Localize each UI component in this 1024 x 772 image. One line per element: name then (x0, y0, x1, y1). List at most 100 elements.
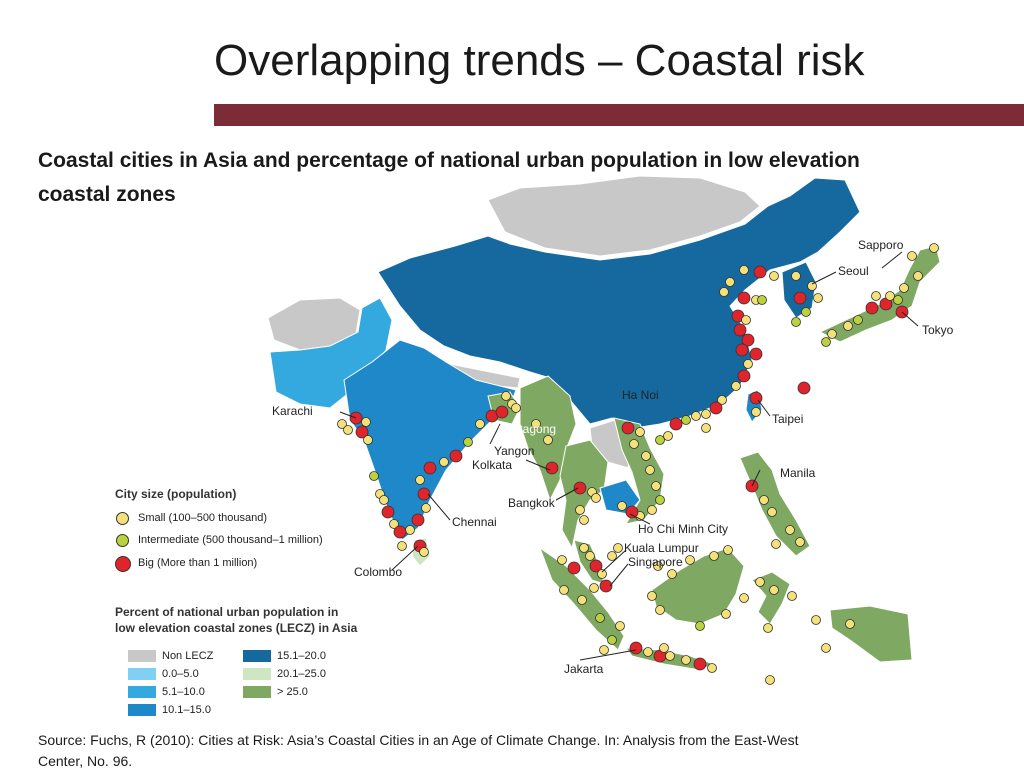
region-new-guinea (829, 605, 913, 663)
small-city-dot (827, 329, 837, 339)
small-city-dot (717, 395, 727, 405)
small-city-dot (681, 655, 691, 665)
legend-swatch-10-15 (128, 704, 156, 716)
small-city-dot (651, 481, 661, 491)
small-city-dot (615, 621, 625, 631)
region-vietnam (613, 417, 665, 525)
small-city-dot (741, 315, 751, 325)
region-china (377, 177, 861, 429)
small-city-dot (691, 411, 701, 421)
big-city-dot (733, 323, 747, 337)
small-city-dot (389, 519, 399, 529)
small-city-dot (585, 551, 595, 561)
city-dots (337, 243, 939, 685)
small-city-dot (769, 585, 779, 595)
big-city-dot (629, 641, 643, 655)
small-city-dot (607, 551, 617, 561)
big-city-dot (355, 425, 369, 439)
small-city-dot (807, 281, 817, 291)
small-city-dot (653, 561, 663, 571)
big-city-dot (381, 505, 395, 519)
small-city-dot (575, 505, 585, 515)
legend-lecz-title-line1: Percent of national urban population in (115, 605, 339, 619)
small-city-dot (655, 605, 665, 615)
intermediate-city-dot (655, 495, 665, 505)
small-city-dot (791, 271, 801, 281)
small-city-dot (591, 493, 601, 503)
small-city-dot (787, 591, 797, 601)
region-korea (781, 261, 817, 319)
small-city-dot (907, 251, 917, 261)
small-city-dot (405, 525, 415, 535)
small-city-dot (811, 615, 821, 625)
big-city-dot (741, 333, 755, 347)
legend-swatch-15-20 (243, 650, 271, 662)
city-label-kolkata: Kolkata (472, 458, 513, 472)
small-city-dot (663, 431, 673, 441)
small-city-dot (379, 495, 389, 505)
small-city-dot (843, 321, 853, 331)
small-city-dot (613, 543, 623, 553)
city-label-kuala-lumpur: Kuala Lumpur (624, 541, 699, 555)
small-city-dot (871, 291, 881, 301)
city-label-bangkok: Bangkok (508, 496, 555, 510)
small-city-dot (343, 425, 353, 435)
legend-swatch-20-25 (243, 668, 271, 680)
small-city-dot (665, 651, 675, 661)
small-city-dot (629, 439, 639, 449)
small-city-dot (557, 555, 567, 565)
big-city-dot (567, 561, 581, 575)
small-city-dot (647, 591, 657, 601)
big-city-dot (625, 505, 639, 519)
big-city-dot (449, 449, 463, 463)
intermediate-city-dot (655, 435, 665, 445)
legend-city-size-title: City size (population) (115, 487, 237, 501)
small-city-dot (707, 663, 717, 673)
small-city-dot (769, 271, 779, 281)
title-accent-bar (214, 104, 1024, 126)
intermediate-city-dot (757, 295, 767, 305)
big-city-dot (573, 481, 587, 495)
city-label-ho-chi-minh: Ho Chi Minh City (638, 522, 729, 536)
legend-label-15-20: 15.1–20.0 (277, 650, 326, 662)
small-city-dot (647, 505, 657, 515)
small-city-dot (641, 451, 651, 461)
small-city-dot (885, 291, 895, 301)
slide-title: Overlapping trends – Coastal risk (214, 36, 865, 85)
big-city-dot (411, 513, 425, 527)
big-city-dot (417, 487, 431, 501)
small-city-dot (475, 419, 485, 429)
label-leader-lines (339, 251, 919, 661)
small-city-dot (501, 391, 511, 401)
big-city-dot (669, 417, 683, 431)
small-city-dot (765, 675, 775, 685)
small-city-dot (421, 503, 431, 513)
small-city-dot (767, 507, 777, 517)
small-city-dot (751, 407, 761, 417)
intermediate-city-dot (821, 337, 831, 347)
city-label-karachi: Karachi (272, 404, 313, 418)
small-city-dot (755, 577, 765, 587)
small-city-dot (763, 623, 773, 633)
city-label-chennai: Chennai (452, 515, 497, 529)
big-city-dot (793, 291, 807, 305)
legend-label-5-10: 5.1–10.0 (162, 686, 205, 698)
small-city-dot (795, 537, 805, 547)
small-city-dot (721, 609, 731, 619)
legend-swatch-non-lecz (128, 650, 156, 662)
small-city-dot (543, 435, 553, 445)
map-subtitle: Coastal cities in Asia and percentage of… (38, 149, 860, 206)
small-city-dot (723, 545, 733, 555)
small-city-dot (739, 265, 749, 275)
intermediate-city-dot (369, 471, 379, 481)
big-city-dot (423, 461, 437, 475)
legend-intermediate-city-dot (116, 534, 129, 547)
intermediate-city-dot (853, 315, 863, 325)
small-city-dot (559, 585, 569, 595)
small-city-dot (579, 543, 589, 553)
intermediate-city-dot (681, 415, 691, 425)
region-thailand (559, 439, 609, 550)
small-city-dot (361, 417, 371, 427)
small-city-dot (579, 515, 589, 525)
